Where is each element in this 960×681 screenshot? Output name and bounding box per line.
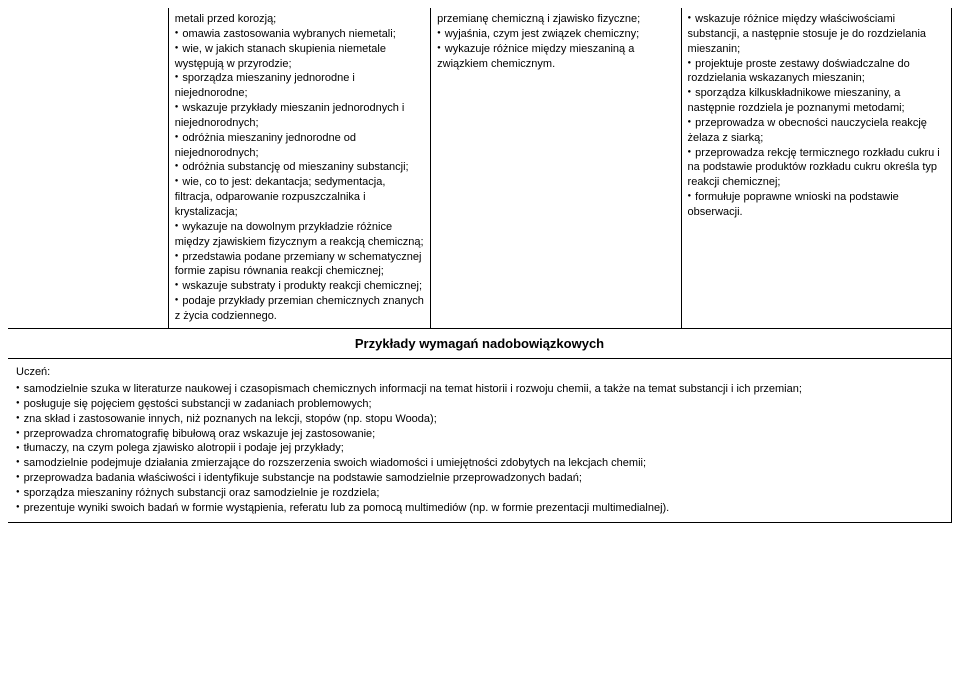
list-item: formułuje poprawne wnioski na podstawie … [688,190,945,220]
requirements-row: metali przed korozją;omawia zastosowania… [8,8,952,328]
bottom-list-item: prezentuje wyniki swoich badań w formie … [16,501,943,516]
bottom-list-item: sporządza mieszaniny różnych substancji … [16,486,943,501]
list-item: wskazuje substraty i produkty reakcji ch… [175,279,424,294]
list-item: przeprowadza w obecności nauczyciela rea… [688,116,945,146]
bottom-list-item: przeprowadza chromatografię bibułową ora… [16,427,943,442]
list-item: omawia zastosowania wybranych niemetali; [175,27,424,42]
col-empty [8,8,168,328]
bottom-list-item: posługuje się pojęciem gęstości substanc… [16,397,943,412]
list-item: odróżnia mieszaniny jednorodne od niejed… [175,131,424,161]
list-item: przemianę chemiczną i zjawisko fizyczne; [437,12,674,27]
document-table: metali przed korozją;omawia zastosowania… [8,8,952,523]
col-b-cell: metali przed korozją;omawia zastosowania… [168,8,430,328]
list-item: sporządza mieszaniny jednorodne i niejed… [175,71,424,101]
bottom-list-item: tłumaczy, na czym polega zjawisko alotro… [16,441,943,456]
list-item: przedstawia podane przemiany w schematyc… [175,250,424,280]
list-item: odróżnia substancję od mieszaniny substa… [175,160,424,175]
bottom-lead: Uczeń: [16,365,943,380]
section-heading: Przykłady wymagań nadobowiązkowych [8,328,952,359]
bottom-list-item: zna skład i zastosowanie innych, niż poz… [16,412,943,427]
list-item: wykazuje na dowolnym przykładzie różnice… [175,220,424,250]
list-item: wskazuje przykłady mieszanin jednorodnyc… [175,101,424,131]
bottom-list-item: samodzielnie szuka w literaturze naukowe… [16,382,943,397]
bottom-list-item: przeprowadza badania właściwości i ident… [16,471,943,486]
heading-row: Przykłady wymagań nadobowiązkowych [8,328,952,359]
list-item: wie, w jakich stanach skupienia niemetal… [175,42,424,72]
list-item: sporządza kilkuskładnikowe mieszaniny, a… [688,86,945,116]
list-item: wie, co to jest: dekantacja; sedymentacj… [175,175,424,220]
list-item: wykazuje różnice między mieszaniną a zwi… [437,42,674,72]
bottom-list: samodzielnie szuka w literaturze naukowe… [16,382,943,516]
list-item: projektuje proste zestawy doświadczalne … [688,57,945,87]
bottom-list-item: samodzielnie podejmuje działania zmierza… [16,456,943,471]
bottom-row: Uczeń: samodzielnie szuka w literaturze … [8,359,952,522]
list-item: metali przed korozją; [175,12,424,27]
list-item: podaje przykłady przemian chemicznych zn… [175,294,424,324]
list-item: przeprowadza rekcję termicznego rozkładu… [688,146,945,191]
col-d-cell: wskazuje różnice między właściwościami s… [681,8,951,328]
list-item: wskazuje różnice między właściwościami s… [688,12,945,57]
bottom-cell: Uczeń: samodzielnie szuka w literaturze … [8,359,952,522]
col-c-cell: przemianę chemiczną i zjawisko fizyczne;… [431,8,681,328]
list-item: wyjaśnia, czym jest związek chemiczny; [437,27,674,42]
